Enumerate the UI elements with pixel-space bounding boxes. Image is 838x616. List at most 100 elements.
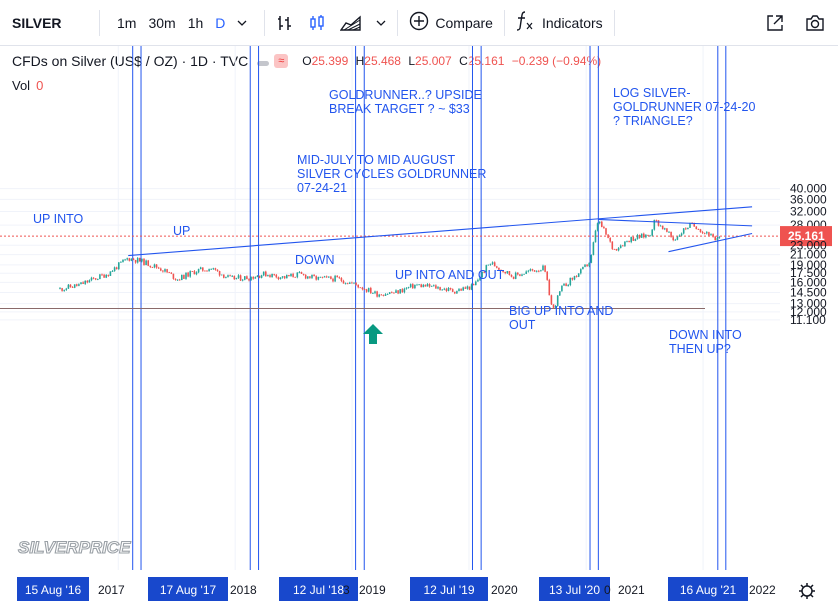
candle-body — [107, 275, 110, 276]
time-axis[interactable]: 15 Aug '16 2017 17 Aug '17 2018 12 Jul '18 3 2… — [17, 577, 776, 601]
candle-body — [653, 219, 656, 230]
candle-body — [225, 276, 227, 278]
candle-body — [111, 271, 114, 272]
candle-body — [153, 264, 156, 268]
candle-body — [349, 282, 351, 284]
candle-body — [609, 237, 611, 242]
alert-icon[interactable]: ≈ — [274, 54, 289, 68]
candle-body — [580, 269, 582, 274]
time-tick-label: 2019 — [359, 583, 386, 597]
candle-body — [294, 276, 296, 278]
candle-body — [191, 271, 194, 272]
interval-1h[interactable]: 1h — [187, 14, 204, 31]
candle-body — [487, 264, 490, 266]
chevron-down-icon[interactable] — [231, 15, 253, 31]
candle-body — [286, 275, 288, 279]
annotation-note: UP INTO — [33, 212, 84, 226]
candle-body — [519, 274, 521, 276]
annotation-text: ? TRIANGLE? — [613, 114, 693, 128]
candle-body — [136, 258, 139, 263]
annotation-text: SILVER CYCLES GOLDRUNNER — [297, 167, 486, 181]
candle-body — [666, 228, 668, 232]
bar-chart-icon[interactable] — [269, 0, 301, 46]
candle-body — [279, 277, 282, 280]
camera-icon[interactable] — [800, 8, 830, 38]
interval-1m[interactable]: 1m — [117, 14, 137, 31]
cycle-date-label: 12 Jul '18 — [293, 583, 344, 597]
time-axis-bg — [0, 570, 780, 616]
fullscreen-icon[interactable] — [760, 8, 790, 38]
candle-body — [668, 231, 670, 233]
candle-body — [132, 258, 135, 260]
candle-body — [143, 258, 145, 265]
candle-body — [296, 272, 299, 278]
candle-body — [69, 284, 72, 288]
eye-pill-icon[interactable] — [254, 53, 272, 69]
candle-body — [202, 267, 204, 271]
candle-body — [447, 288, 450, 291]
price-tick-label: 32.000 — [790, 204, 827, 218]
symbol-search[interactable]: SILVER — [0, 0, 95, 46]
candle-body — [361, 287, 364, 290]
candle-body — [82, 282, 84, 284]
candle-body — [307, 276, 309, 279]
interval-30m[interactable]: 30m — [148, 14, 176, 31]
price-tick-label: 40.000 — [790, 182, 827, 196]
candle-body — [311, 274, 313, 278]
candle-body — [241, 279, 244, 281]
candle-body — [460, 289, 462, 291]
candle-body — [451, 289, 454, 292]
candle-body — [615, 248, 618, 251]
annotation-note: DOWN — [295, 253, 335, 267]
price-axis[interactable]: 40.00036.00032.00028.00025.16123.00021.0… — [780, 182, 832, 327]
indicators-button[interactable]: Indicators — [509, 0, 610, 46]
candle-body — [86, 280, 89, 283]
candle-body — [439, 287, 441, 291]
candle-body — [166, 269, 168, 273]
time-tick-label: 2020 — [491, 583, 518, 597]
candle-body — [634, 239, 637, 241]
interval-d[interactable]: D — [215, 14, 226, 31]
candle-body — [189, 271, 191, 277]
candle-body — [424, 284, 427, 287]
candle-body — [403, 288, 406, 293]
candle-body — [157, 267, 160, 269]
candle-body — [481, 271, 483, 278]
price-tick-label: 17.500 — [790, 266, 827, 280]
candle-body — [372, 293, 374, 294]
price-chart[interactable]: UP INTO UP DOWN UP INTO AND OUT BIG UP INTO … — [0, 46, 838, 616]
candle-body — [59, 288, 61, 290]
annotation-text: GOLDRUNNER 07-24-20 — [613, 100, 755, 114]
candle-body — [151, 266, 154, 268]
price-tick-label: 23.000 — [790, 238, 827, 252]
trendlines — [128, 206, 753, 257]
candle-body — [115, 267, 118, 270]
candle-body — [630, 237, 632, 243]
candle-body — [617, 248, 620, 251]
candle-body — [647, 234, 649, 236]
candle-body — [462, 287, 464, 291]
candle-body — [664, 228, 666, 230]
candle-body — [588, 262, 590, 266]
candle-body — [636, 234, 639, 240]
candle-body — [561, 285, 563, 292]
long-position-arrow-icon — [363, 324, 383, 344]
candle-body — [689, 222, 691, 228]
candles-icon[interactable] — [301, 0, 333, 46]
candle-body — [351, 282, 353, 284]
settings-gear-icon[interactable] — [799, 583, 815, 599]
area-chart-icon[interactable] — [333, 0, 369, 46]
candle-body — [550, 295, 553, 305]
compare-button[interactable]: Compare — [402, 0, 500, 46]
chevron-down-icon[interactable] — [369, 0, 393, 46]
candle-body — [275, 274, 278, 278]
candle-body — [493, 262, 496, 267]
candle-body — [563, 283, 565, 286]
candle-body — [577, 273, 580, 277]
candle-body — [416, 284, 418, 286]
candle-body — [344, 283, 347, 285]
price-tick-label: 19.000 — [790, 258, 827, 272]
candle-body — [426, 284, 429, 287]
candle-body — [334, 275, 336, 282]
candle-body — [237, 275, 240, 278]
